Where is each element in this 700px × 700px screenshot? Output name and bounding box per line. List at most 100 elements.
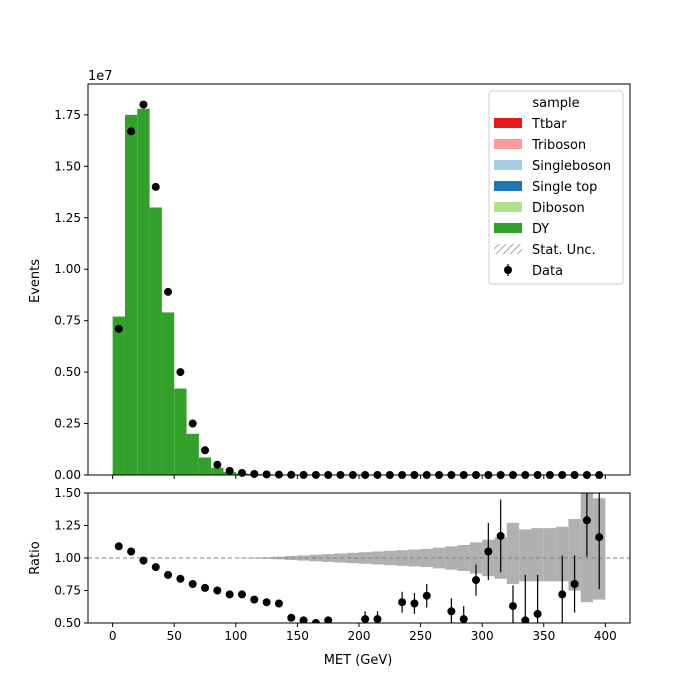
- ratio-point: [287, 613, 296, 622]
- unc-band-bin: [346, 552, 359, 564]
- data-point: [139, 100, 148, 109]
- unc-band-bin: [297, 555, 310, 561]
- y-tick-label: 0.75: [54, 314, 81, 328]
- data-point: [151, 182, 160, 191]
- x-tick-label: 100: [224, 629, 247, 643]
- x-tick-label: 0: [109, 629, 117, 643]
- bar-dy: [186, 433, 199, 475]
- unc-band-bin: [556, 526, 569, 582]
- ratio-panel: 0 50 100 150 200 250 300 350 400 0.50 0.75 1.00 1.2…: [28, 486, 631, 668]
- legend-frame: [488, 90, 624, 285]
- ratio-point: [459, 615, 468, 623]
- y-tick-label: 1.50: [54, 159, 81, 173]
- data-point: [127, 127, 136, 136]
- ratio-point: [595, 533, 604, 542]
- main-x-axis: [112, 475, 606, 479]
- ratio-point: [164, 570, 173, 579]
- ratio-point: [176, 574, 185, 583]
- y-tick-label: 1.50: [54, 486, 81, 500]
- y-tick-label: 0.00: [54, 468, 81, 482]
- data-point: [114, 324, 123, 333]
- x-tick-label: 350: [532, 629, 555, 643]
- ratio-point: [262, 598, 271, 607]
- ratio-point: [213, 586, 222, 595]
- ratio-point: [361, 615, 370, 623]
- y-tick-label: 0.50: [54, 365, 81, 379]
- legend-label-single-top: Single top: [532, 180, 597, 195]
- y-tick-label: 1.25: [54, 211, 81, 225]
- ratio-point: [299, 616, 308, 623]
- legend-label-data: Data: [532, 264, 563, 279]
- data-point: [262, 470, 271, 479]
- legend-swatch-stat-unc: [494, 244, 522, 254]
- ratio-y-axis-label: Ratio: [28, 541, 43, 574]
- unc-band-bin: [457, 545, 470, 571]
- y-tick-label: 1.75: [54, 108, 81, 122]
- bar-dy: [149, 207, 162, 475]
- legend-label-triboson: Triboson: [531, 138, 586, 153]
- legend-label-dy: DY: [532, 222, 549, 237]
- bar-dy: [112, 316, 125, 475]
- ratio-point: [237, 590, 246, 599]
- unc-band-bin: [445, 546, 458, 570]
- ratio-point: [274, 599, 283, 608]
- stacked-histogram: [112, 108, 544, 475]
- unc-band-bin: [248, 557, 261, 559]
- ratio-point: [139, 556, 148, 565]
- data-point: [237, 468, 246, 477]
- ratio-point: [472, 576, 481, 585]
- main-y-axis-label: Events: [28, 259, 43, 303]
- x-tick-label: 250: [409, 629, 432, 643]
- data-point: [188, 419, 197, 428]
- legend-label-ttbar: Ttbar: [531, 117, 567, 132]
- unc-band-bin: [506, 522, 520, 584]
- legend-swatch-single-top: [494, 181, 522, 191]
- ratio-point: [127, 547, 136, 556]
- data-point: [250, 469, 259, 478]
- unc-band-bin: [395, 550, 409, 566]
- ratio-point: [398, 598, 407, 607]
- legend-swatch-diboson: [494, 202, 522, 212]
- ratio-point: [484, 547, 493, 556]
- unc-band-bin: [543, 528, 557, 582]
- legend-swatch-triboson: [494, 139, 522, 149]
- unc-band-bin: [359, 552, 372, 564]
- x-tick-label: 200: [348, 629, 371, 643]
- y-tick-label: 0.75: [54, 584, 81, 598]
- unc-band-bin: [531, 528, 544, 582]
- x-tick-label: 300: [471, 629, 494, 643]
- ratio-point: [582, 516, 591, 525]
- legend-swatch-dy: [494, 223, 522, 233]
- unc-band-bin: [235, 557, 249, 559]
- bar-dy: [198, 457, 212, 475]
- y-tick-label: 1.25: [54, 519, 81, 533]
- x-axis-label: MET (GeV): [324, 653, 393, 668]
- ratio-point: [496, 531, 505, 540]
- legend-label-diboson: Diboson: [532, 201, 585, 216]
- ratio-x-axis: 0 50 100 150 200 250 300 350 400: [109, 623, 617, 643]
- ratio-data-points: [114, 493, 604, 623]
- bar-dy: [211, 467, 224, 475]
- y-tick-label: 1.00: [54, 262, 81, 276]
- ratio-point: [114, 542, 123, 551]
- y-offset-text: 1e7: [88, 69, 113, 84]
- ratio-point: [410, 599, 419, 608]
- data-point: [164, 287, 173, 296]
- ratio-point: [188, 580, 197, 588]
- legend-title: sample: [532, 96, 579, 111]
- legend-swatch-singleboson: [494, 160, 522, 170]
- unc-band-bin: [568, 519, 581, 591]
- legend-label-stat-unc: Stat. Unc.: [532, 243, 596, 258]
- ratio-point: [508, 602, 517, 611]
- ratio-point: [250, 595, 259, 604]
- data-point: [225, 466, 234, 475]
- legend: sample Ttbar Triboson Singleboson Single top…: [488, 90, 624, 285]
- legend-marker-data: [504, 266, 512, 274]
- bar-dy: [124, 114, 138, 475]
- ratio-point: [373, 615, 382, 623]
- ratio-point: [570, 580, 579, 588]
- unc-band-bin: [519, 529, 532, 582]
- ratio-point: [201, 583, 210, 592]
- legend-label-singleboson: Singleboson: [532, 159, 611, 174]
